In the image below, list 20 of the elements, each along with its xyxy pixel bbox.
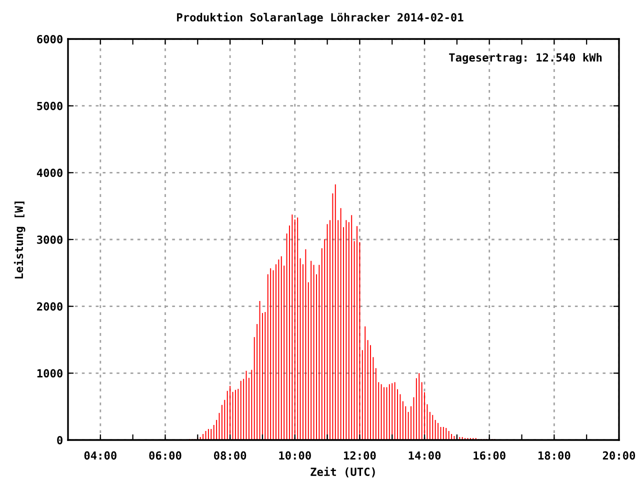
x-tick-label: 06:00	[149, 451, 182, 460]
y-tick-label: 2000	[37, 302, 62, 311]
x-tick-label: 10:00	[279, 451, 311, 460]
x-tick-label: 20:00	[602, 451, 636, 460]
x-tick-label: 12:00	[344, 451, 376, 460]
y-axis-title: Leistung [W]	[14, 202, 26, 278]
x-tick-label: 18:00	[538, 451, 570, 460]
chart-title: Produktion Solaranlage Löhracker 2014-02-01	[177, 12, 464, 24]
y-tick-label: 5000	[37, 102, 62, 110]
y-tick-label: 0	[57, 436, 62, 444]
annotation: Tagesertrag: 12.540 kWh	[449, 53, 602, 64]
x-tick-label: 08:00	[214, 451, 246, 460]
x-tick-label: 04:00	[84, 451, 116, 460]
y-tick-label: 6000	[37, 34, 62, 44]
x-axis-title: Zeit (UTC)	[310, 466, 375, 478]
y-tick-label: 3000	[37, 235, 62, 244]
x-tick-label: 16:00	[474, 451, 506, 460]
y-tick-label: 1000	[37, 369, 62, 378]
y-tick-label: 4000	[36, 168, 62, 178]
x-tick-label: 14:00	[408, 451, 441, 460]
